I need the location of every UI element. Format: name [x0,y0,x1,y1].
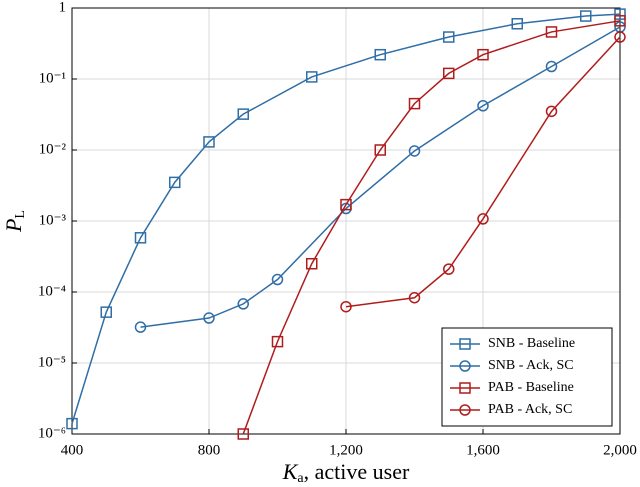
marker [100,306,112,318]
marker [459,338,471,350]
series-line [345,36,621,308]
y-axis-label: PL [1,210,28,233]
series-line [71,13,621,424]
marker [459,404,471,416]
marker [169,176,181,189]
y-tick-label: 10⁻² [39,141,67,157]
marker [477,48,489,61]
marker [477,213,489,225]
marker [66,417,78,430]
marker [340,198,352,211]
x-tick-label: 800 [198,442,221,458]
y-tick-label: 10⁻⁵ [38,354,66,370]
legend-label: SNB - Baseline [488,336,575,351]
plot-frame [71,7,621,435]
marker [614,8,626,20]
marker [408,97,421,110]
marker [374,144,386,156]
x-tick-label: 1,600 [466,442,500,458]
series-line [242,20,621,435]
marker [306,257,318,270]
legend-label: SNB - Ack, SC [488,358,574,373]
y-tick-label: 10⁻³ [39,212,67,228]
marker [443,263,455,275]
marker [614,31,626,43]
marker [408,145,421,157]
y-tick-label: 10⁻¹ [39,70,66,86]
x-axis-label: Ka, active user [282,459,410,486]
marker [134,232,147,244]
marker [340,300,352,313]
legend-label: PAB - Baseline [488,380,574,395]
marker [459,382,471,394]
marker [271,335,284,348]
marker [580,10,592,22]
marker [237,108,249,120]
marker [545,60,558,73]
legend-label: PAB - Ack, SC [488,402,572,417]
marker [477,99,489,112]
marker [203,312,215,324]
marker [545,26,558,38]
marker [134,321,147,333]
x-tick-label: 400 [61,442,84,458]
marker [443,31,455,43]
y-tick-label: 10⁻⁶ [38,425,66,441]
marker [237,428,249,440]
marker [443,67,455,80]
x-tick-label: 1,200 [329,442,363,458]
x-tick-label: 2,000 [603,442,637,458]
marker [545,105,558,118]
marker [511,18,523,30]
marker [203,136,215,148]
marker [614,15,626,27]
y-tick-label: 10⁻⁴ [38,283,66,299]
marker [306,71,318,83]
marker [408,291,421,304]
legend: SNB - Baseline SNB - Ack, SC PAB - Baselin… [441,327,613,427]
marker [459,360,471,372]
marker [374,48,386,61]
y-tick-label: 1 [59,0,67,15]
marker [237,298,249,310]
series-line [140,26,621,328]
marker [271,273,284,286]
